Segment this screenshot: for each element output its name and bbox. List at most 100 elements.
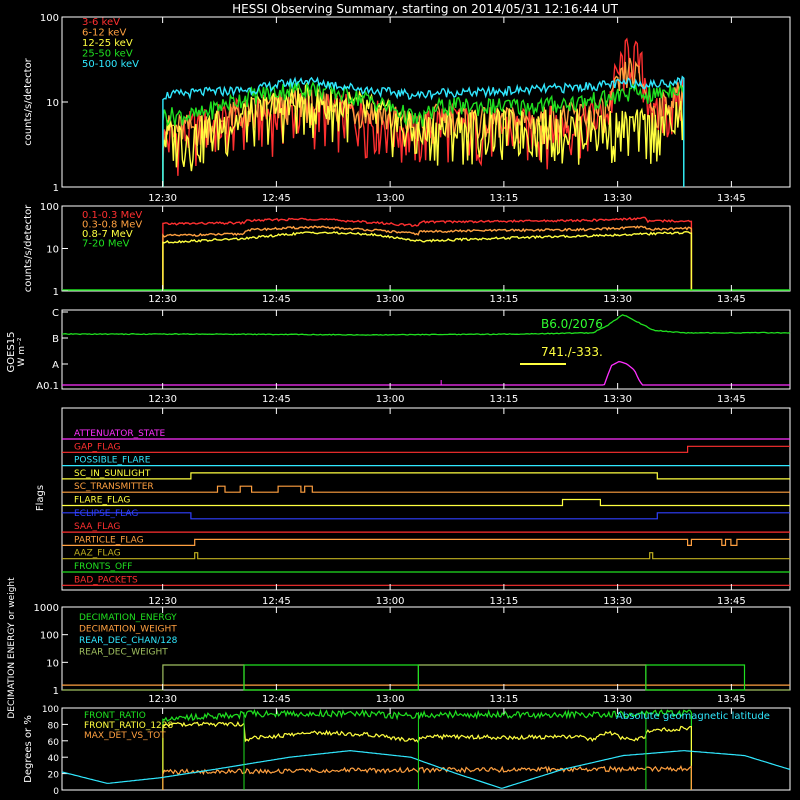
flag-line <box>62 498 790 507</box>
legend-item: 6-12 keV <box>82 28 126 39</box>
x-tick-label: 13:45 <box>717 294 746 305</box>
x-tick-label: 13:00 <box>376 394 405 405</box>
x-tick-label: 13:45 <box>717 596 746 607</box>
series-line <box>162 720 693 790</box>
series-line <box>162 225 693 291</box>
legend-item: 7-20 MeV <box>82 239 130 250</box>
series-line <box>162 708 693 790</box>
flag-label: SC_TRANSMITTER <box>74 482 154 492</box>
x-tick-label: 12:30 <box>148 394 177 405</box>
legend-item: MAX_DET_VS_TOT <box>84 731 166 741</box>
x-tick-label: 13:30 <box>603 394 632 405</box>
series-line <box>61 749 791 789</box>
legend-item: DECIMATION_ENERGY <box>79 613 177 623</box>
y-tick-label: 100 <box>42 705 59 715</box>
y-axis-label: DECIMATION ENERGY or weight <box>7 577 17 719</box>
flag-line <box>62 538 790 547</box>
flag-label: SAA_FLAG <box>74 522 120 532</box>
flag-label: FLARE_FLAG <box>74 496 130 506</box>
x-tick-label: 13:15 <box>489 394 518 405</box>
annotation-goes-class: B6.0/2076 <box>541 317 603 331</box>
series-line <box>162 216 693 291</box>
x-tick-label: 12:30 <box>148 694 177 705</box>
legend-item: 0.1-0.3 MeV <box>82 210 142 221</box>
x-tick-label: 13:45 <box>717 193 746 204</box>
x-tick-label: 13:15 <box>489 596 518 607</box>
y-tick-label: 10 <box>46 245 59 256</box>
flag-label: ECLIPSE_FLAG <box>74 509 138 519</box>
panel-6-frame <box>61 707 791 791</box>
y-tick-label: 0 <box>53 787 59 797</box>
x-tick-label: 13:30 <box>603 294 632 305</box>
y-axis-label: Degrees or % <box>23 715 34 783</box>
x-tick-label: 13:30 <box>603 193 632 204</box>
y-tick-label: A <box>52 360 59 371</box>
flag-label: SC_IN_SUNLIGHT <box>74 469 151 479</box>
y-tick-label: 20 <box>48 771 60 781</box>
series-line <box>645 664 746 691</box>
series-line <box>162 81 685 187</box>
y-tick-label: 40 <box>48 754 60 764</box>
y-tick-label: 1 <box>53 287 59 298</box>
y-tick-label: 80 <box>48 721 60 731</box>
y-tick-label: 100 <box>40 202 59 213</box>
x-tick-label: 13:00 <box>376 294 405 305</box>
y-axis-label: counts/s/detector <box>23 57 34 145</box>
x-tick-label: 12:30 <box>148 294 177 305</box>
y-axis-unit: W m⁻² <box>17 337 27 366</box>
flag-line <box>62 472 790 480</box>
x-tick-label: 12:45 <box>262 294 291 305</box>
y-tick-label: 10 <box>46 658 59 669</box>
y-tick-label: 1 <box>53 183 59 194</box>
figure-title: HESSI Observing Summary, starting on 201… <box>232 2 618 16</box>
legend-item: REAR_DEC_WEIGHT <box>79 648 168 658</box>
x-tick-label: 13:15 <box>489 694 518 705</box>
legend-item: FRONT_RATIO <box>84 711 146 721</box>
y-tick-label: C <box>52 308 59 319</box>
legend-item: DECIMATION_WEIGHT <box>79 625 177 635</box>
y-axis-label: GOES15 <box>6 331 17 372</box>
y-tick-label: 60 <box>48 738 60 748</box>
x-tick-label: 12:45 <box>262 193 291 204</box>
series-line <box>162 764 693 790</box>
flag-label: ATTENUATOR_STATE <box>74 429 166 439</box>
flag-label: AAZ_FLAG <box>74 549 121 559</box>
series-line <box>162 81 685 187</box>
y-tick-label: 100 <box>40 631 59 642</box>
y-axis-label: Flags <box>35 485 46 511</box>
series-line <box>61 314 791 336</box>
x-tick-label: 12:45 <box>262 694 291 705</box>
series-line <box>162 230 693 291</box>
series-line <box>62 360 790 386</box>
x-tick-label: 12:30 <box>148 596 177 607</box>
y-tick-label: B <box>52 334 59 345</box>
x-tick-label: 13:00 <box>376 596 405 607</box>
flag-label: BAD_PACKETS <box>74 575 138 585</box>
y-tick-label: 1000 <box>34 603 59 614</box>
legend-item: REAR_DEC_CHAN/128 <box>79 636 178 646</box>
x-tick-label: 12:45 <box>262 394 291 405</box>
y-axis-label: counts/s/detector <box>23 204 34 292</box>
y-tick-label: 1 <box>53 686 59 697</box>
flag-line <box>62 552 790 560</box>
y-tick-label: A0.1 <box>36 381 59 392</box>
x-tick-label: 13:30 <box>603 596 632 607</box>
x-tick-label: 13:15 <box>489 193 518 204</box>
flag-line <box>62 485 790 493</box>
legend-item-right: Absolute geomagnetic latitude <box>616 711 770 722</box>
flag-label: GAP_FLAG <box>74 442 120 452</box>
annotation-flare-position: 741./-333. <box>541 345 603 359</box>
panel-4-frame <box>61 407 791 591</box>
legend-item: 25-50 keV <box>82 49 133 60</box>
series-line <box>243 664 419 691</box>
legend-item: 50-100 keV <box>82 59 139 70</box>
panel-3-frame <box>61 309 791 390</box>
x-tick-label: 13:15 <box>489 294 518 305</box>
x-tick-label: 13:00 <box>376 193 405 204</box>
x-tick-label: 13:00 <box>376 694 405 705</box>
x-tick-label: 13:45 <box>717 694 746 705</box>
flag-line <box>62 445 790 453</box>
legend-item: FRONT_RATIO_1228 <box>84 721 174 731</box>
y-tick-label: 10 <box>46 98 59 109</box>
